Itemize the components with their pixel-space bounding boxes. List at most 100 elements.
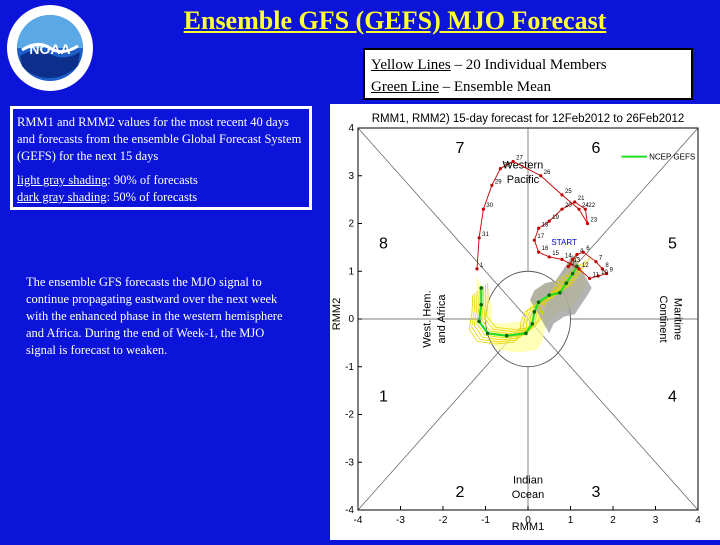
- phase-label: 7: [456, 140, 465, 157]
- observed-point: [577, 207, 581, 211]
- observed-date-label: 6: [586, 246, 590, 252]
- observed-point: [498, 166, 502, 171]
- observed-point: [560, 207, 564, 211]
- observed-date-label: 11: [593, 272, 600, 278]
- start-label: START: [551, 238, 577, 247]
- observed-date-label: 18: [542, 222, 549, 228]
- x-tick-label: -4: [354, 515, 363, 526]
- legend-members-text: – 20 Individual Members: [450, 57, 607, 73]
- observed-date-label: 12: [582, 263, 589, 269]
- observed-point: [568, 262, 573, 266]
- observed-date-label: 20: [565, 203, 572, 209]
- x-tick-label: -1: [481, 515, 490, 526]
- phase-label: 8: [379, 236, 388, 253]
- observed-date-label: 13: [574, 258, 581, 264]
- observed-point: [475, 267, 479, 271]
- y-tick-label: -4: [345, 505, 354, 516]
- info-box: RMM1 and RMM2 values for the most recent…: [10, 106, 312, 210]
- observed-date-label: 28: [503, 163, 510, 169]
- x-tick-label: 3: [653, 515, 659, 526]
- observed-point: [588, 276, 592, 281]
- observed-point: [594, 260, 598, 264]
- light-shading-text: : 90% of forecasts: [107, 173, 198, 187]
- observed-date-label: 7: [599, 256, 603, 262]
- observed-date-label: 1: [480, 263, 484, 269]
- observed-date-label: 8: [605, 263, 609, 269]
- y-axis-label: RMM2: [331, 298, 343, 330]
- ensemble-mean-point: [532, 310, 537, 314]
- legend-members-label: Yellow Lines: [371, 57, 451, 73]
- observed-point: [577, 267, 581, 271]
- observed-date-label: 19: [552, 215, 559, 221]
- observed-point: [596, 274, 600, 278]
- region-label-maritime: Maritime: [672, 298, 684, 340]
- observed-date-label: 23: [591, 218, 598, 224]
- x-tick-label: 0: [525, 515, 531, 526]
- y-tick-label: 4: [348, 123, 354, 134]
- region-label-indian-ocean: Ocean: [512, 489, 544, 501]
- forecast-description: The ensemble GFS forecasts the MJO signa…: [26, 275, 283, 357]
- x-tick-label: -2: [439, 515, 448, 526]
- observed-date-label: 2: [576, 253, 580, 259]
- phase-label: 5: [668, 236, 677, 253]
- observed-point: [481, 207, 485, 211]
- observed-date-label: 22: [588, 203, 595, 209]
- ensemble-mean-point: [558, 290, 562, 295]
- observed-point: [511, 159, 515, 164]
- x-tick-label: -3: [396, 515, 405, 526]
- observed-point: [571, 257, 575, 261]
- ensemble-mean-point: [479, 302, 484, 307]
- phase-label: 2: [456, 484, 465, 501]
- observed-point: [566, 264, 570, 269]
- observed-date-label: 26: [544, 170, 551, 176]
- y-tick-label: 0: [348, 314, 354, 325]
- observed-date-label: 15: [552, 251, 559, 257]
- observed-point: [600, 267, 604, 271]
- ensemble-mean-point: [504, 333, 509, 338]
- dark-shading-text: : 50% of forecasts: [106, 190, 198, 204]
- phase-label: 1: [379, 388, 388, 405]
- ensemble-mean-point: [485, 331, 490, 336]
- phase-label: 3: [592, 484, 601, 501]
- observed-date-label: 31: [482, 232, 489, 238]
- x-tick-label: 2: [610, 515, 616, 526]
- observed-date-label: 25: [565, 189, 572, 195]
- observed-date-label: 24: [582, 203, 589, 209]
- y-tick-label: -3: [345, 457, 354, 468]
- observed-point: [560, 257, 564, 261]
- phase-label: 6: [592, 140, 601, 157]
- observed-point: [583, 207, 587, 211]
- observed-date-label: 9: [610, 268, 614, 274]
- ensemble-mean-point: [479, 286, 484, 290]
- observed-date-label: 14: [565, 253, 572, 259]
- observed-date-label: 17: [537, 234, 544, 240]
- region-label-indian-ocean: Indian: [513, 475, 543, 487]
- mjo-chart: -4 -4 -3 -3 -2 -2 -1 -1 0 0 1 1 2 2 3 3 4 4 1 2 3 4 5 6 7 8 Wester…: [330, 104, 720, 540]
- ensemble-mean-point: [524, 331, 528, 336]
- observed-point: [537, 226, 541, 230]
- phase-label: 4: [668, 388, 677, 405]
- info-para: RMM1 and RMM2 values for the most recent…: [17, 115, 302, 163]
- observed-point: [537, 250, 541, 254]
- observed-point: [547, 255, 551, 259]
- x-tick-label: 1: [568, 515, 574, 526]
- x-tick-label: 4: [695, 515, 701, 526]
- chart-title: RMM1, RMM2) 15-day forecast for 12Feb201…: [372, 113, 685, 125]
- ensemble-member-line: [481, 263, 582, 335]
- y-tick-label: 1: [348, 266, 354, 277]
- observed-point: [490, 183, 494, 187]
- y-tick-label: 3: [348, 171, 354, 182]
- y-tick-label: -1: [345, 362, 354, 373]
- observed-point: [605, 272, 609, 276]
- observed-date-label: 16: [542, 246, 549, 252]
- ensemble-mean-line: [477, 265, 578, 337]
- y-tick-label: -2: [345, 410, 354, 421]
- observed-date-label: 10: [601, 270, 608, 276]
- x-axis-label: RMM1: [512, 521, 544, 533]
- region-label-western-pacific: Pacific: [507, 174, 540, 186]
- light-shading-label: light gray shading: [17, 173, 108, 187]
- ensemble-mean-point: [477, 319, 481, 324]
- dark-shading-label: dark gray shading: [17, 190, 107, 204]
- observed-point: [547, 219, 551, 223]
